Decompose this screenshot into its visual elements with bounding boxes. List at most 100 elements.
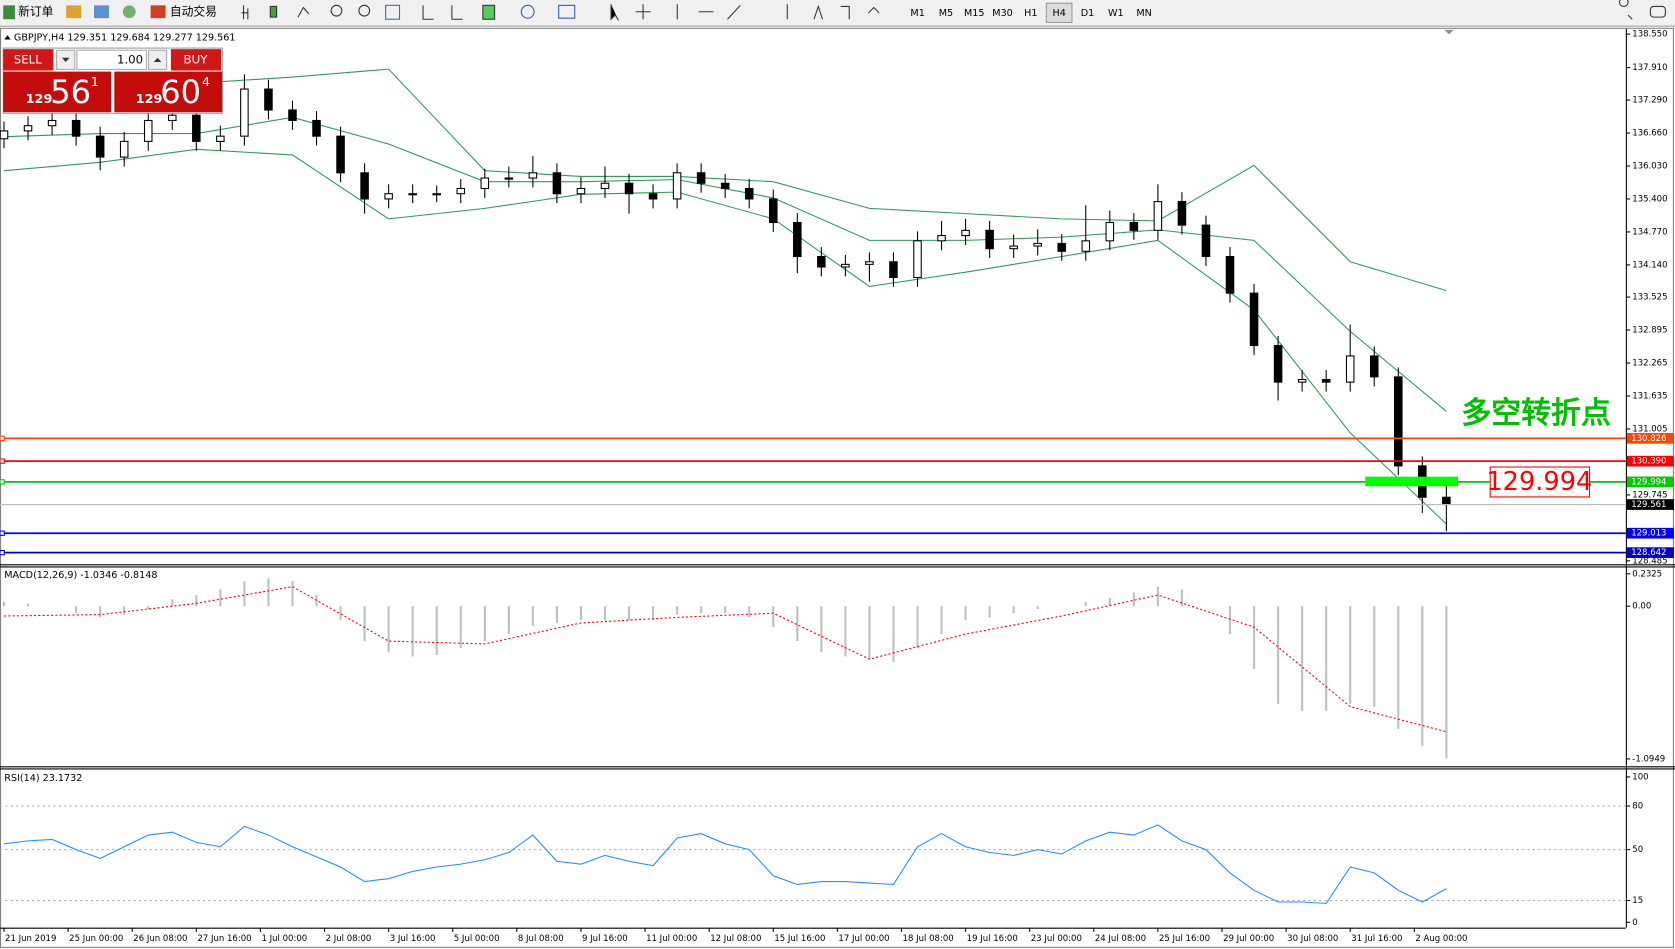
toolbar-icon[interactable] bbox=[94, 5, 109, 19]
timeframe-button[interactable]: M1 bbox=[910, 8, 924, 19]
bollinger-lower bbox=[4, 148, 1447, 525]
candle-body bbox=[143, 119, 153, 142]
spinner-arrow[interactable] bbox=[61, 57, 70, 62]
candle-body bbox=[408, 193, 417, 196]
timeframe-button[interactable]: H4 bbox=[1052, 8, 1065, 19]
lots-input[interactable] bbox=[76, 49, 147, 70]
y-tick-label: 134.140 bbox=[1632, 260, 1667, 270]
level-label-bg bbox=[1626, 527, 1674, 539]
collapse-arrow[interactable] bbox=[4, 35, 11, 40]
shift-marker bbox=[1444, 29, 1454, 35]
new-order-button[interactable]: 新订单 bbox=[18, 4, 53, 18]
zoom-out[interactable] bbox=[358, 4, 371, 17]
indicator-title: MACD(12,26,9) -1.0346 -0.8148 bbox=[4, 570, 157, 581]
auto-trading-button[interactable]: 自动交易 bbox=[170, 4, 217, 18]
annotation-text: 多空转折点 bbox=[1461, 396, 1611, 431]
auto-trading-icon[interactable] bbox=[150, 5, 166, 19]
timeframe-button[interactable]: D1 bbox=[1081, 8, 1095, 19]
y-tick-label: 136.030 bbox=[1632, 161, 1667, 171]
sell-price-box[interactable] bbox=[3, 71, 112, 113]
candle-body bbox=[1369, 355, 1379, 378]
cursor-tool[interactable] bbox=[610, 4, 619, 21]
chart-window: GBPJPY,H4 129.351 129.684 129.277 129.56… bbox=[0, 27, 1675, 948]
indicators[interactable] bbox=[482, 4, 496, 20]
sell-price-big[interactable]: 129 bbox=[26, 92, 53, 107]
sell-button[interactable] bbox=[3, 49, 54, 71]
y-tick-label: 136.660 bbox=[1632, 129, 1667, 139]
toolbar-icon[interactable] bbox=[122, 5, 136, 19]
line-tool[interactable] bbox=[297, 6, 310, 18]
indicator-title: RSI(14) 23.1732 bbox=[4, 773, 82, 784]
candle-body bbox=[312, 119, 321, 137]
search[interactable] bbox=[1618, 0, 1633, 20]
y-tick-label: 129.745 bbox=[1632, 490, 1667, 500]
y-tick-label: 0.2325 bbox=[1632, 569, 1662, 579]
level-handle bbox=[0, 435, 5, 442]
x-tick-label: 12 Jul 08:00 bbox=[710, 934, 761, 944]
level-label: 130.390 bbox=[1631, 457, 1666, 467]
draw-tools[interactable] bbox=[786, 4, 850, 20]
timeframe-button[interactable]: M5 bbox=[939, 8, 953, 19]
scroll-tools[interactable] bbox=[422, 5, 463, 20]
candle-body bbox=[23, 125, 33, 132]
y-tick-label: 133.525 bbox=[1632, 293, 1667, 303]
x-tick-label: 23 Jul 00:00 bbox=[1031, 934, 1082, 944]
x-tick-label: 19 Jul 16:00 bbox=[967, 934, 1018, 944]
x-tick-label: 29 Jul 00:00 bbox=[1223, 934, 1274, 944]
candle-body bbox=[1153, 201, 1163, 231]
candle-body bbox=[937, 235, 946, 242]
y-tick-label: -1.0949 bbox=[1632, 754, 1665, 764]
tile-windows[interactable] bbox=[385, 4, 401, 20]
timeframe-button[interactable]: W1 bbox=[1108, 8, 1124, 19]
y-tick-label: 0 bbox=[1632, 918, 1637, 928]
candle-body bbox=[528, 172, 538, 179]
candle-body bbox=[648, 193, 658, 200]
bar-chart-tool[interactable] bbox=[241, 5, 249, 20]
candle-body bbox=[913, 240, 922, 278]
macd-signal bbox=[4, 586, 1447, 733]
candle-body bbox=[360, 172, 369, 200]
level-label-bg bbox=[1626, 476, 1674, 488]
zoom-in[interactable] bbox=[330, 4, 343, 17]
buy-price-main[interactable]: 60 bbox=[160, 73, 201, 111]
draw-tools[interactable] bbox=[635, 4, 741, 20]
toolbar-icon[interactable] bbox=[66, 5, 82, 19]
buy-price-box[interactable] bbox=[114, 71, 223, 113]
candle-tool[interactable] bbox=[269, 5, 278, 18]
candle-body bbox=[576, 187, 586, 195]
candle-body bbox=[384, 193, 393, 200]
candle-body bbox=[1297, 378, 1307, 383]
x-tick-label: 1 Jul 00:00 bbox=[261, 934, 307, 944]
sell-price-main[interactable]: 56 bbox=[50, 73, 91, 111]
level-label: 129.013 bbox=[1631, 529, 1666, 539]
spinner-arrow[interactable] bbox=[153, 57, 162, 62]
x-tick-label: 11 Jul 00:00 bbox=[646, 934, 697, 944]
candle-body bbox=[95, 135, 105, 158]
sell-price-pip[interactable]: 1 bbox=[91, 75, 99, 90]
arrows-tool[interactable] bbox=[868, 6, 880, 14]
y-tick-label: 138.550 bbox=[1632, 30, 1667, 40]
candle-body bbox=[1321, 378, 1331, 383]
sell-label[interactable]: SELL bbox=[14, 52, 42, 66]
x-tick-label: 8 Jul 08:00 bbox=[518, 934, 564, 944]
chat[interactable] bbox=[1649, 5, 1666, 18]
chart-header: GBPJPY,H4 129.351 129.684 129.277 129.56… bbox=[14, 32, 236, 43]
templates[interactable] bbox=[558, 4, 576, 19]
buy-button[interactable] bbox=[170, 49, 222, 71]
timeframe-button[interactable]: M15 bbox=[964, 8, 985, 19]
buy-label[interactable]: BUY bbox=[184, 52, 209, 66]
buy-price-big[interactable]: 129 bbox=[136, 92, 163, 107]
x-tick-label: 21 Jun 2019 bbox=[5, 934, 56, 944]
level-label-bg bbox=[1626, 432, 1674, 444]
lots-value[interactable]: 1.00 bbox=[117, 52, 143, 66]
timeframe-button[interactable]: H1 bbox=[1024, 8, 1037, 19]
buy-price-pip[interactable]: 4 bbox=[202, 75, 210, 90]
level-handle bbox=[0, 458, 5, 464]
periods[interactable] bbox=[520, 4, 535, 19]
new-order-icon[interactable] bbox=[3, 5, 15, 20]
timeframe-button[interactable]: MN bbox=[1136, 8, 1151, 19]
highlight-bar bbox=[1365, 476, 1459, 487]
timeframe-button[interactable]: M30 bbox=[992, 8, 1013, 19]
level-label: 130.826 bbox=[1631, 434, 1666, 444]
